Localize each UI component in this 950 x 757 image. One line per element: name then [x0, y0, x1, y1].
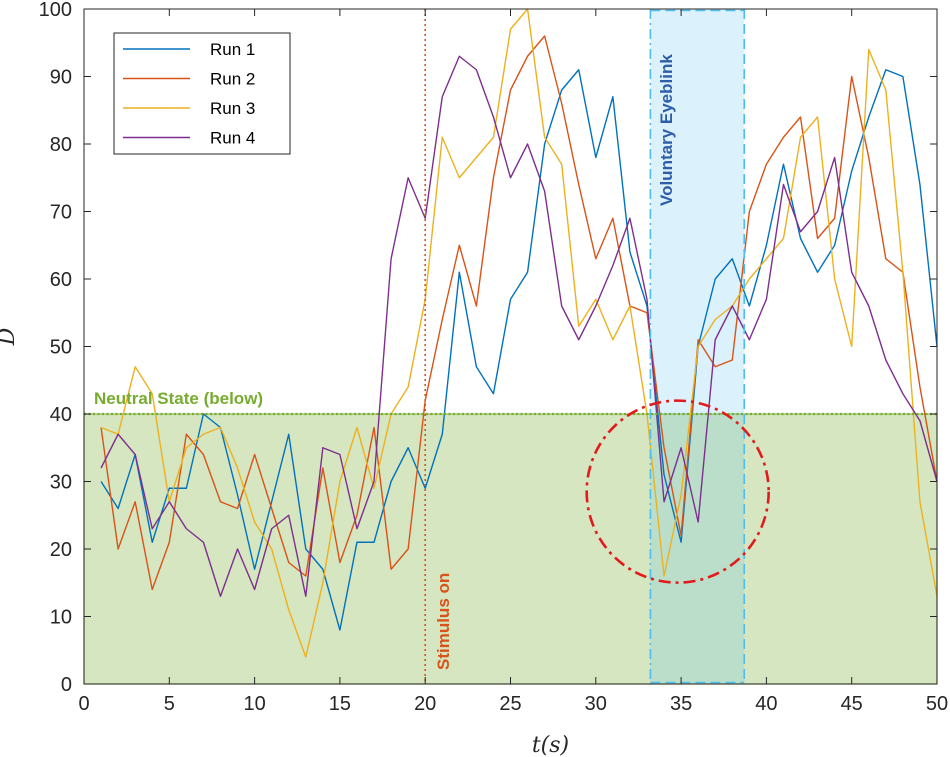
- series-line-run-2: [100, 35, 938, 591]
- y-axis-label: D: [0, 327, 20, 346]
- neutral-state-label: Neutral State (below): [94, 389, 263, 408]
- y-tick-label: 90: [50, 67, 72, 89]
- legend-box: [113, 32, 291, 155]
- x-tick-label: 5: [164, 693, 175, 715]
- legend-entry-run-4: Run 4: [210, 129, 255, 148]
- y-tick-label: 70: [50, 202, 72, 224]
- x-tick-label: 50: [926, 693, 948, 715]
- series-line-run-4: [100, 55, 938, 597]
- legend-entry-run-1: Run 1: [210, 40, 255, 59]
- y-tick-label: 30: [50, 472, 72, 494]
- x-tick-label: 15: [329, 693, 351, 715]
- x-tick-label: 0: [78, 693, 89, 715]
- x-tick-label: 35: [670, 693, 692, 715]
- y-tick-label: 100: [39, 0, 72, 21]
- voluntary-eyeblink-label: Voluntary Eyeblink: [657, 54, 676, 206]
- y-tick-label: 60: [50, 269, 72, 291]
- x-tick-label: 10: [243, 693, 265, 715]
- x-tick-label: 30: [585, 693, 607, 715]
- x-tick-label: 20: [414, 693, 436, 715]
- series-line-run-3: [100, 8, 938, 658]
- x-tick-label: 25: [499, 693, 521, 715]
- series-line-run-1: [100, 69, 938, 631]
- x-tick-label: 40: [755, 693, 777, 715]
- highlight-circle: [585, 399, 770, 584]
- y-tick-label: 50: [50, 337, 72, 359]
- y-tick-label: 10: [50, 607, 72, 629]
- y-tick-label: 80: [50, 134, 72, 156]
- stimulus-on-label: Stimulus on: [434, 573, 453, 670]
- y-tick-label: 20: [50, 539, 72, 561]
- legend-entry-run-2: Run 2: [210, 70, 255, 89]
- neutral-region: [83, 413, 938, 685]
- y-tick-label: 40: [50, 404, 72, 426]
- y-tick-label: 0: [61, 674, 72, 696]
- legend-entry-run-3: Run 3: [210, 99, 255, 118]
- x-axis-label: t(s): [532, 733, 569, 757]
- x-tick-label: 45: [841, 693, 863, 715]
